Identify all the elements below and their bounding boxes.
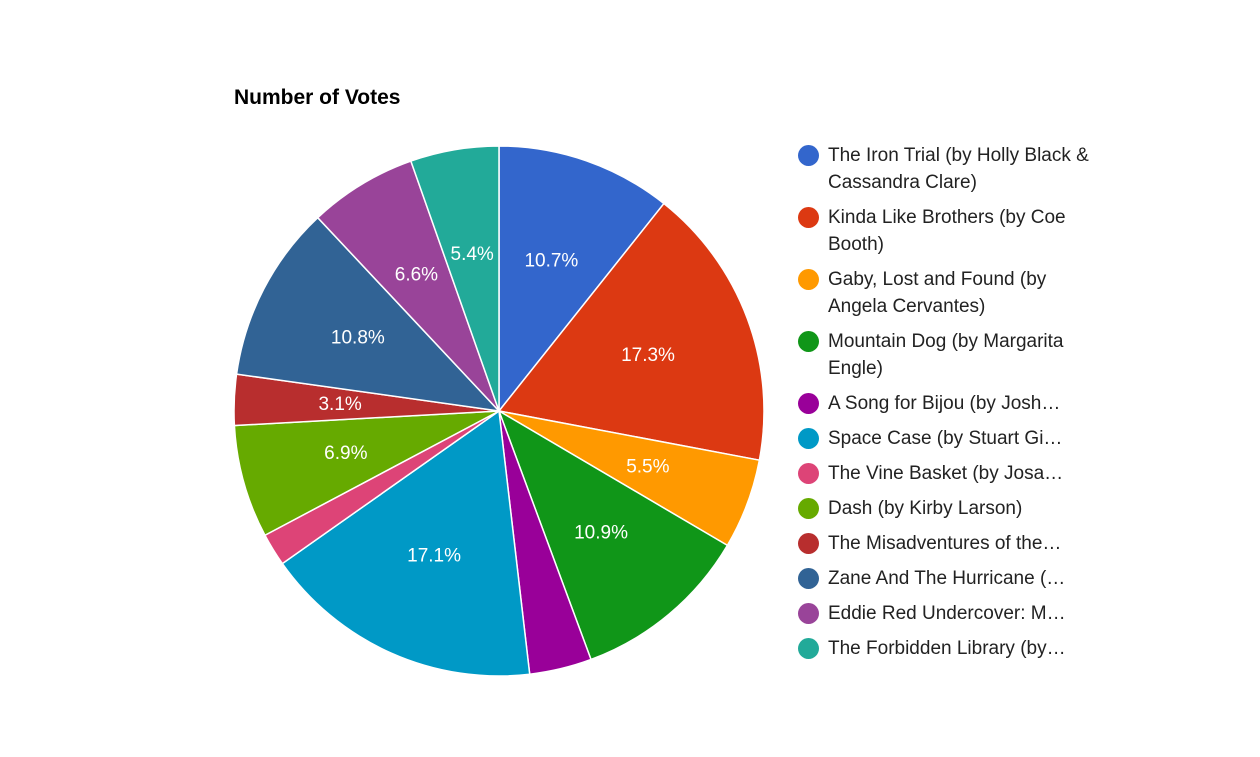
pie-slice-6[interactable] <box>281 409 531 677</box>
pie-slice-10[interactable] <box>235 216 502 413</box>
pie-slice-4[interactable] <box>497 409 729 661</box>
legend-label: The Forbidden Library (by… <box>828 638 1066 659</box>
legend-swatch <box>798 498 819 519</box>
legend-swatch <box>798 207 819 228</box>
legend-label: Kinda Like Brothers (by Coe Booth) <box>828 207 1066 255</box>
slice-label-12: 5.4% <box>451 244 494 265</box>
legend-swatch <box>798 393 819 414</box>
legend-swatch <box>798 428 819 449</box>
legend-item-5[interactable]: A Song for Bijou (by Josh… <box>798 390 1098 417</box>
legend-swatch <box>798 269 819 290</box>
legend-label: The Vine Basket (by Josa… <box>828 463 1064 484</box>
legend-item-1[interactable]: The Iron Trial (by Holly Black & Cassand… <box>798 142 1098 196</box>
legend-label: Mountain Dog (by Margarita Engle) <box>828 331 1064 379</box>
legend-swatch <box>798 145 819 166</box>
legend-item-11[interactable]: Eddie Red Undercover: M… <box>798 600 1098 627</box>
legend: The Iron Trial (by Holly Black & Cassand… <box>798 142 1098 670</box>
pie-slice-2[interactable] <box>497 202 765 462</box>
legend-swatch <box>798 638 819 659</box>
legend-label: Dash (by Kirby Larson) <box>828 498 1023 519</box>
legend-swatch <box>798 568 819 589</box>
chart-title: Number of Votes <box>234 86 401 109</box>
legend-swatch <box>798 463 819 484</box>
legend-swatch <box>798 603 819 624</box>
legend-item-12[interactable]: The Forbidden Library (by… <box>798 635 1098 662</box>
legend-item-8[interactable]: Dash (by Kirby Larson) <box>798 495 1098 522</box>
slice-label-9: 3.1% <box>318 394 361 415</box>
slice-label-10: 10.8% <box>331 327 385 348</box>
pie-slice-1[interactable] <box>498 145 665 414</box>
legend-label: Gaby, Lost and Found (by Angela Cervante… <box>828 269 1047 317</box>
pie-slice-8[interactable] <box>233 410 500 537</box>
pie-slice-11[interactable] <box>316 160 500 412</box>
legend-label: Space Case (by Stuart Gi… <box>828 428 1063 449</box>
legend-label: Eddie Red Undercover: M… <box>828 603 1066 624</box>
legend-item-6[interactable]: Space Case (by Stuart Gi… <box>798 425 1098 452</box>
slice-label-11: 6.6% <box>395 265 438 286</box>
legend-label: The Iron Trial (by Holly Black & Cassand… <box>828 145 1089 193</box>
legend-item-9[interactable]: The Misadventures of the… <box>798 530 1098 557</box>
legend-swatch <box>798 533 819 554</box>
slice-label-8: 6.9% <box>324 443 367 464</box>
legend-label: The Misadventures of the… <box>828 533 1062 554</box>
legend-label: A Song for Bijou (by Josh… <box>828 393 1061 414</box>
legend-item-7[interactable]: The Vine Basket (by Josa… <box>798 460 1098 487</box>
pie-slice-12[interactable] <box>409 145 500 412</box>
slice-label-1: 10.7% <box>524 250 578 271</box>
legend-item-10[interactable]: Zane And The Hurricane (… <box>798 565 1098 592</box>
legend-item-4[interactable]: Mountain Dog (by Margarita Engle) <box>798 328 1098 382</box>
legend-label: Zane And The Hurricane (… <box>828 568 1066 589</box>
slice-label-2: 17.3% <box>621 345 675 366</box>
slice-label-3: 5.5% <box>626 456 669 477</box>
legend-item-2[interactable]: Kinda Like Brothers (by Coe Booth) <box>798 204 1098 258</box>
slice-label-4: 10.9% <box>574 522 628 543</box>
slice-label-6: 17.1% <box>407 546 461 567</box>
legend-item-3[interactable]: Gaby, Lost and Found (by Angela Cervante… <box>798 266 1098 320</box>
legend-swatch <box>798 331 819 352</box>
